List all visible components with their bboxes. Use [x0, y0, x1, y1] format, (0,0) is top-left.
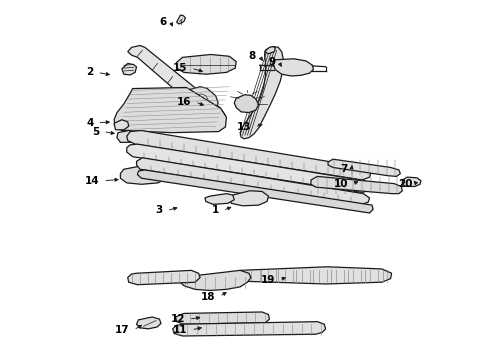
Polygon shape	[273, 59, 314, 76]
Polygon shape	[240, 46, 283, 139]
Text: 17: 17	[115, 325, 130, 335]
Text: 8: 8	[248, 51, 256, 61]
Text: 1: 1	[212, 206, 219, 216]
Polygon shape	[176, 54, 236, 74]
Text: 7: 7	[340, 164, 347, 174]
Text: 12: 12	[171, 314, 185, 324]
Text: 16: 16	[177, 97, 191, 107]
Text: 14: 14	[85, 176, 99, 186]
Polygon shape	[137, 158, 369, 204]
Polygon shape	[402, 177, 421, 186]
Polygon shape	[127, 144, 371, 193]
Text: 5: 5	[92, 127, 99, 136]
Polygon shape	[176, 15, 185, 24]
Polygon shape	[234, 95, 259, 113]
Polygon shape	[117, 131, 139, 142]
Polygon shape	[138, 170, 373, 213]
Polygon shape	[137, 317, 161, 329]
Polygon shape	[179, 270, 251, 291]
Polygon shape	[191, 94, 208, 107]
Polygon shape	[234, 267, 392, 284]
Text: 19: 19	[261, 275, 275, 285]
Text: 9: 9	[268, 57, 275, 67]
Polygon shape	[122, 63, 137, 75]
Polygon shape	[328, 159, 400, 176]
Text: 10: 10	[334, 179, 348, 189]
Text: 6: 6	[160, 17, 167, 27]
Polygon shape	[127, 131, 371, 180]
Text: 11: 11	[173, 325, 187, 335]
Text: 13: 13	[236, 122, 251, 132]
Text: 3: 3	[156, 206, 163, 216]
Polygon shape	[121, 165, 168, 184]
Polygon shape	[311, 176, 402, 194]
Polygon shape	[265, 46, 275, 54]
Polygon shape	[229, 191, 269, 206]
Polygon shape	[114, 120, 129, 130]
Text: 15: 15	[173, 63, 187, 73]
Text: 4: 4	[86, 118, 94, 128]
Polygon shape	[128, 270, 200, 285]
Text: 18: 18	[201, 292, 216, 302]
Text: 2: 2	[86, 67, 94, 77]
Polygon shape	[128, 45, 225, 123]
Polygon shape	[172, 321, 326, 336]
Polygon shape	[184, 87, 218, 116]
Polygon shape	[205, 194, 234, 204]
Polygon shape	[175, 312, 270, 324]
Text: 20: 20	[398, 179, 413, 189]
Circle shape	[134, 166, 159, 184]
Polygon shape	[114, 87, 226, 133]
